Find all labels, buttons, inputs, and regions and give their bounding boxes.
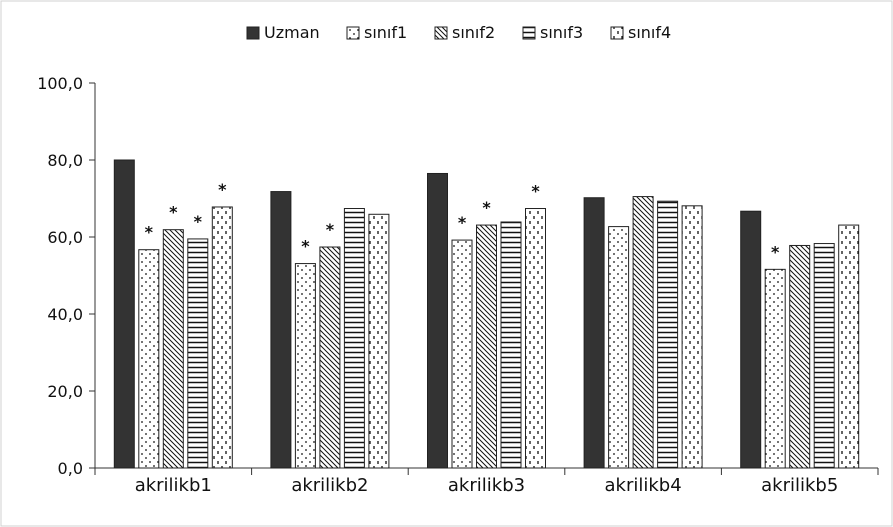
legend-swatch-sınıf2: [434, 26, 448, 40]
y-axis: 0,0 20,0 40,0 60,0 80,0 100,0: [37, 74, 96, 478]
bars: [113, 159, 860, 469]
y-tick-label: 80,0: [47, 151, 83, 170]
bar-sınıf3-akrilikb1: [187, 238, 209, 469]
bar-sınıf3-akrilikb3: [500, 221, 522, 469]
y-tick-label: 20,0: [47, 382, 83, 401]
bar-sınıf3-akrilikb5: [813, 243, 835, 469]
significance-star: *: [145, 223, 154, 242]
bar-sınıf2-akrilikb5: [789, 244, 811, 469]
x-tick-label: akrilikb4: [605, 475, 682, 496]
legend-label-sınıf1: sınıf1: [364, 23, 407, 42]
legend-swatch-sınıf3: [522, 26, 536, 40]
y-tick-label: 60,0: [47, 228, 83, 247]
legend-label-sınıf2: sınıf2: [452, 23, 495, 42]
bar-sınıf2-akrilikb3: [476, 224, 497, 469]
y-tick-label: 100,0: [37, 74, 83, 93]
legend: Uzman sınıf1 sınıf2 sınıf3 sınıf4: [246, 23, 671, 42]
legend-swatch-sınıf1: [346, 26, 360, 40]
bar-sınıf1-akrilikb5: [764, 268, 786, 469]
x-tick-label: akrilikb1: [135, 475, 212, 496]
bar-Uzman-akrilikb2: [270, 191, 292, 469]
x-tick-label: akrilikb5: [761, 475, 838, 496]
x-tick-label: akrilikb2: [291, 475, 368, 496]
significance-star: *: [194, 212, 203, 231]
significance-star: *: [458, 213, 467, 232]
significance-star: *: [301, 237, 310, 256]
bar-sınıf4-akrilikb4: [681, 205, 703, 469]
y-tick-label: 40,0: [47, 305, 83, 324]
bar-sınıf4-akrilikb2: [368, 213, 390, 469]
legend-label-sınıf4: sınıf4: [628, 23, 671, 42]
bar-sınıf1-akrilikb3: [451, 239, 473, 469]
legend-label-sınıf3: sınıf3: [540, 23, 583, 42]
legend-swatch-Uzman: [246, 26, 260, 40]
bar-Uzman-akrilikb1: [113, 159, 135, 469]
significance-star: *: [482, 198, 491, 217]
legend-label-Uzman: Uzman: [264, 23, 320, 42]
bar-Uzman-akrilikb4: [583, 197, 605, 469]
y-tick-label: 0,0: [58, 459, 83, 478]
significance-star: *: [771, 242, 780, 261]
bar-sınıf3-akrilikb4: [657, 200, 679, 469]
significance-star: *: [218, 180, 227, 199]
x-tick-label: akrilikb3: [448, 475, 525, 496]
bar-sınıf4-akrilikb1: [211, 206, 233, 469]
significance-star: *: [531, 182, 540, 201]
bar-Uzman-akrilikb5: [740, 210, 762, 469]
bar-sınıf3-akrilikb2: [343, 208, 365, 469]
significance-star: *: [326, 220, 335, 239]
bar-sınıf1-akrilikb2: [294, 263, 316, 469]
bar-sınıf2-akrilikb4: [632, 196, 654, 469]
bar-sınıf2-akrilikb2: [319, 246, 341, 469]
bar-Uzman-akrilikb3: [427, 172, 448, 469]
bar-sınıf4-akrilikb3: [525, 208, 546, 469]
bar-sınıf1-akrilikb1: [138, 249, 160, 469]
legend-swatch-sınıf4: [610, 26, 624, 40]
significance-markers: * * * * * * * * * *: [145, 180, 780, 261]
bar-sınıf2-akrilikb1: [162, 229, 184, 469]
significance-star: *: [169, 203, 178, 222]
bar-sınıf1-akrilikb4: [608, 226, 630, 469]
bar-sınıf4-akrilikb5: [838, 224, 860, 469]
